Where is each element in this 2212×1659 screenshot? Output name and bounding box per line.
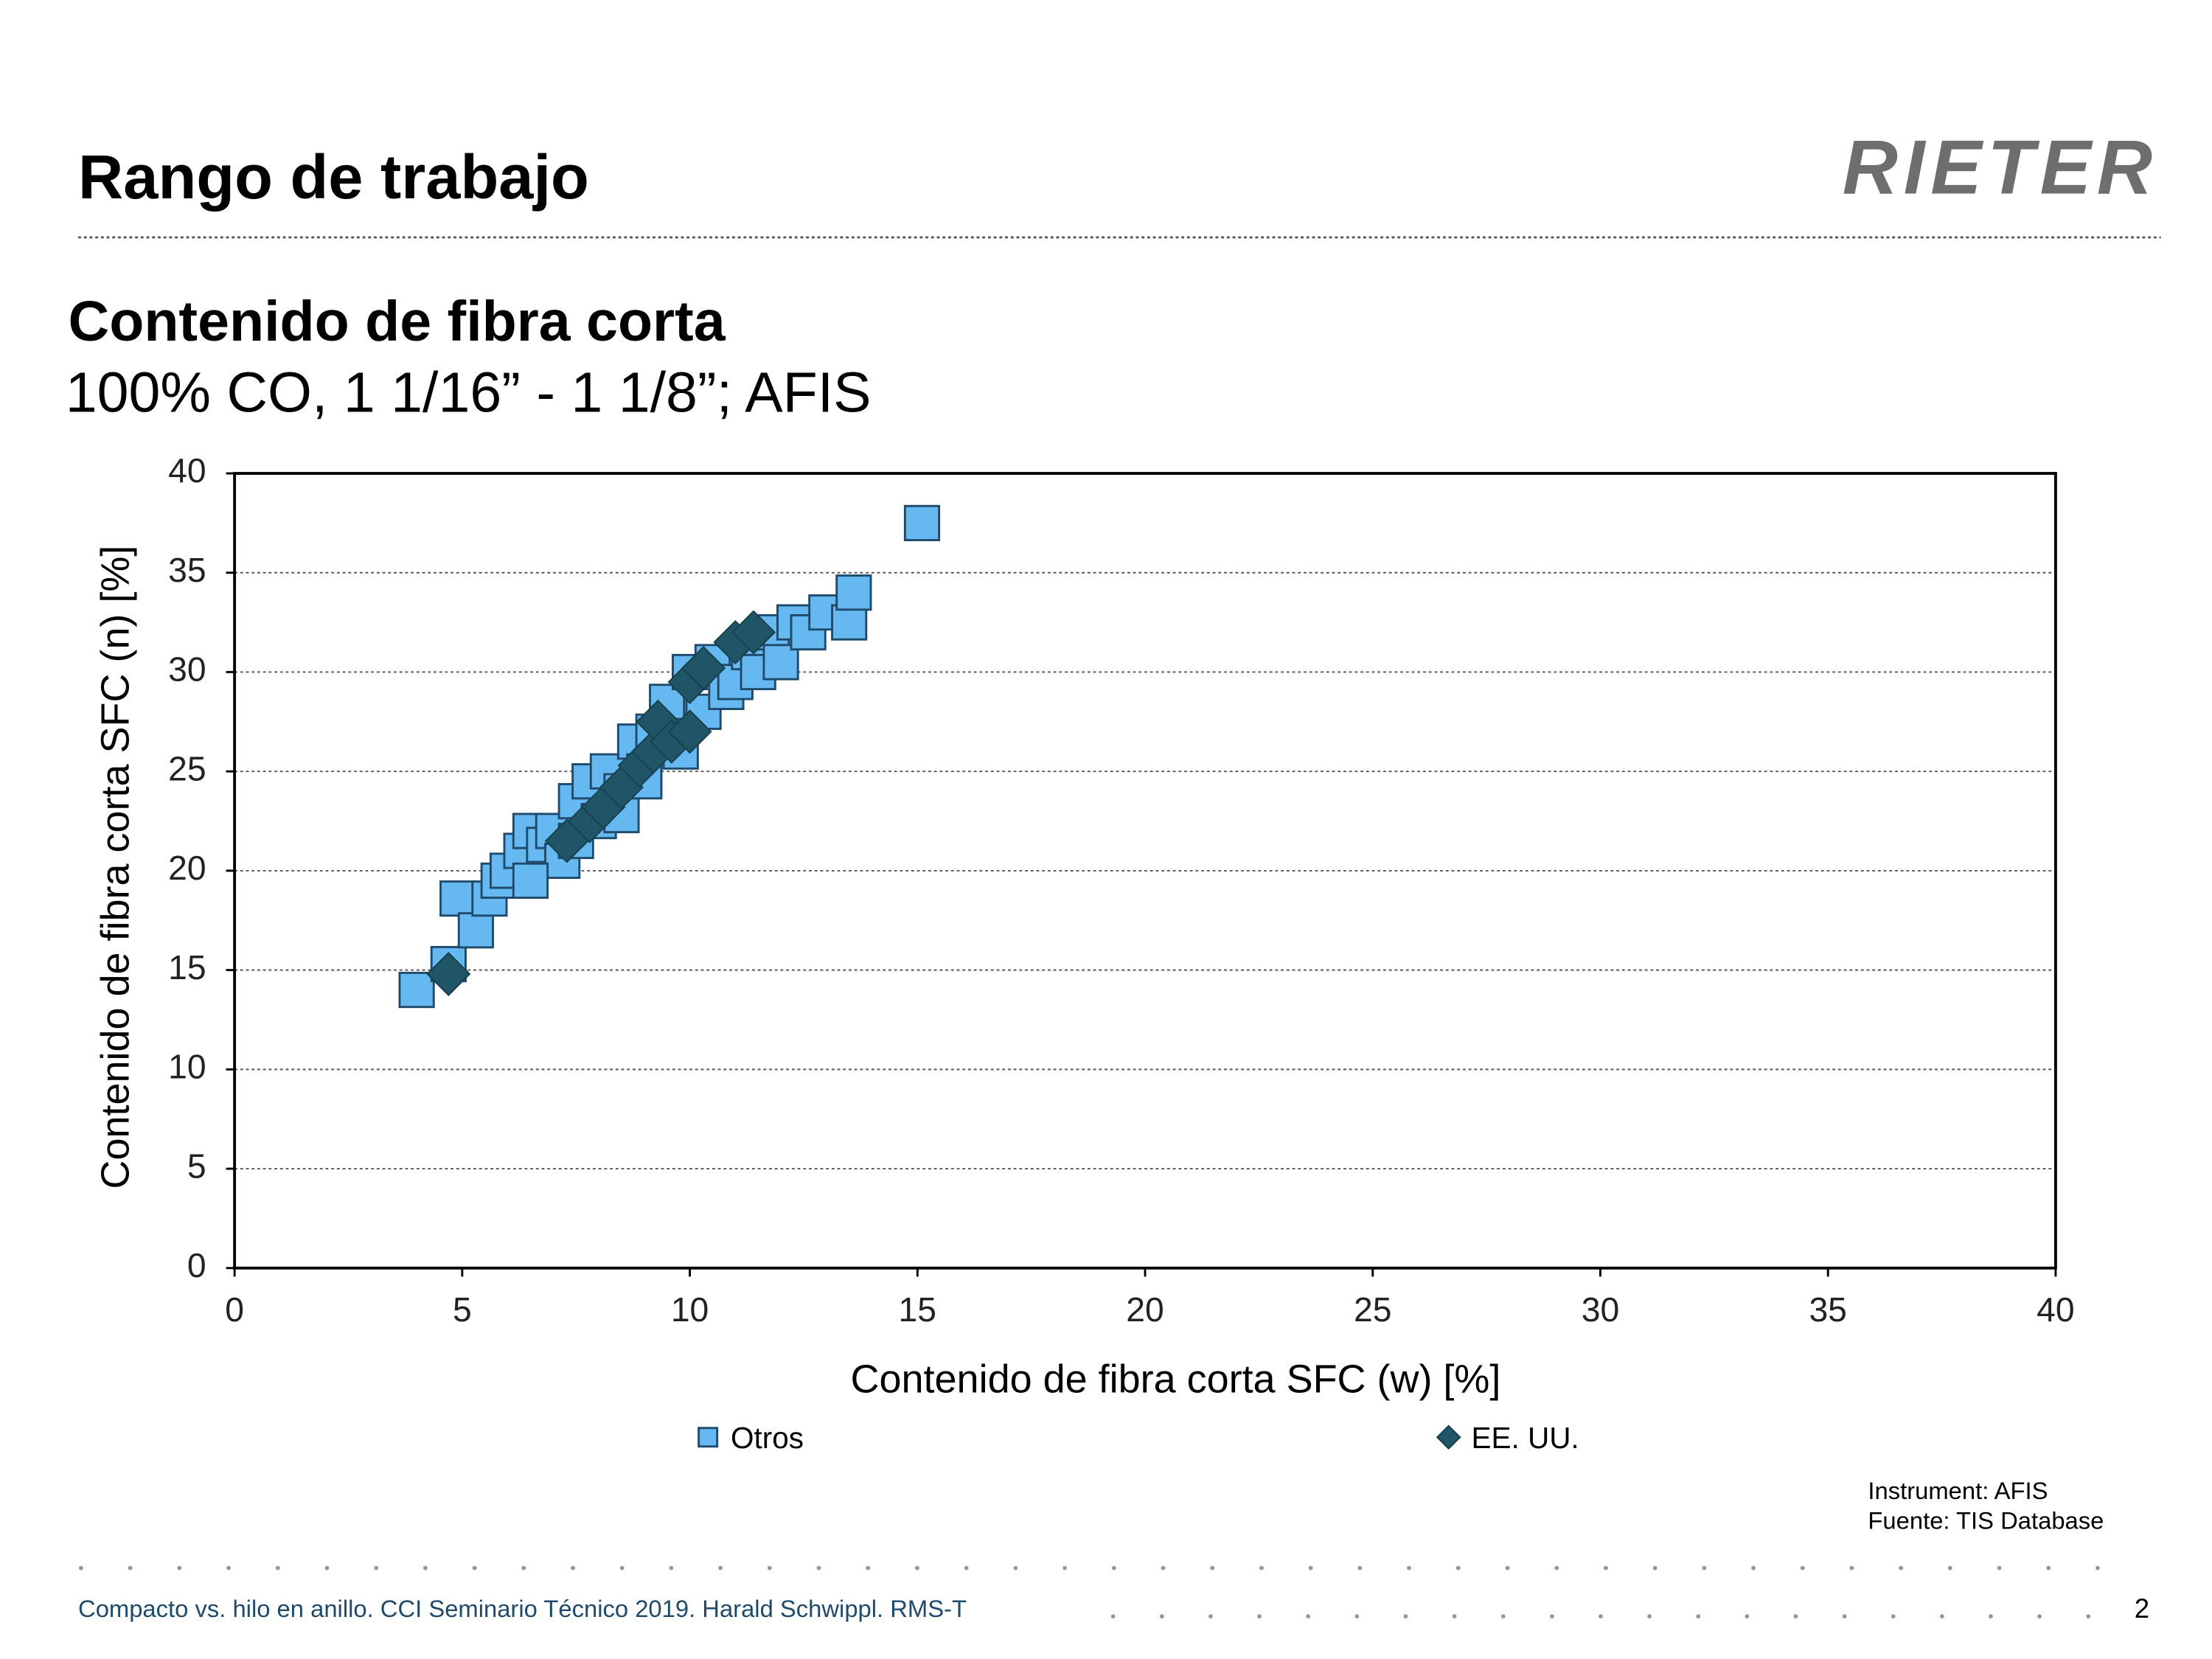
y-axis-label: Contenido de fibra corta SFC (n) [%] (93, 546, 137, 1189)
chart-title: Contenido de fibra corta (69, 290, 726, 353)
slide-title: Rango de trabajo (78, 142, 589, 212)
point (398, 971, 435, 1009)
point (790, 614, 827, 651)
y-tick-label: 5 (187, 1147, 206, 1185)
point (439, 880, 476, 917)
point (762, 644, 799, 681)
legend-marker (1436, 1425, 1461, 1450)
y-tick-label: 40 (168, 451, 206, 490)
x-tick-label: 10 (671, 1290, 709, 1329)
x-tick-label: 20 (1126, 1290, 1164, 1329)
y-tick-label: 10 (168, 1048, 206, 1086)
x-axis-label: Contenido de fibra corta SFC (w) [%] (851, 1357, 1501, 1401)
x-tick-label: 0 (225, 1290, 244, 1329)
point (512, 862, 549, 899)
note: Instrument: AFIS (1868, 1477, 2048, 1504)
x-tick-label: 15 (899, 1290, 936, 1329)
x-tick-label: 25 (1354, 1290, 1391, 1329)
y-tick-label: 30 (168, 650, 206, 689)
legend-label: EE. UU. (1472, 1421, 1579, 1455)
point (457, 912, 494, 949)
y-tick-label: 0 (187, 1246, 206, 1284)
point (835, 574, 872, 611)
x-tick-label: 40 (2037, 1290, 2074, 1329)
y-tick-label: 25 (168, 749, 206, 787)
point (731, 610, 776, 655)
x-tick-label: 35 (1809, 1290, 1846, 1329)
point (681, 646, 726, 691)
page-number: 2 (2135, 1593, 2149, 1624)
point (426, 951, 471, 997)
legend-marker (698, 1427, 719, 1448)
note: Fuente: TIS Database (1868, 1507, 2104, 1534)
point (903, 504, 941, 541)
point (667, 709, 712, 754)
x-tick-label: 30 (1582, 1290, 1619, 1329)
footer-text: Compacto vs. hilo en anillo. CCI Seminar… (78, 1595, 967, 1622)
y-tick-label: 20 (168, 849, 206, 887)
y-tick-label: 15 (168, 948, 206, 987)
logo: RIETER (1843, 125, 2158, 211)
x-tick-label: 5 (453, 1290, 472, 1329)
legend-label: Otros (731, 1421, 804, 1455)
plot-frame (233, 472, 2057, 1270)
y-tick-label: 35 (168, 551, 206, 589)
chart-subtitle: 100% CO, 1 1/16” - 1 1/8”; AFIS (66, 361, 872, 424)
point (831, 604, 868, 641)
